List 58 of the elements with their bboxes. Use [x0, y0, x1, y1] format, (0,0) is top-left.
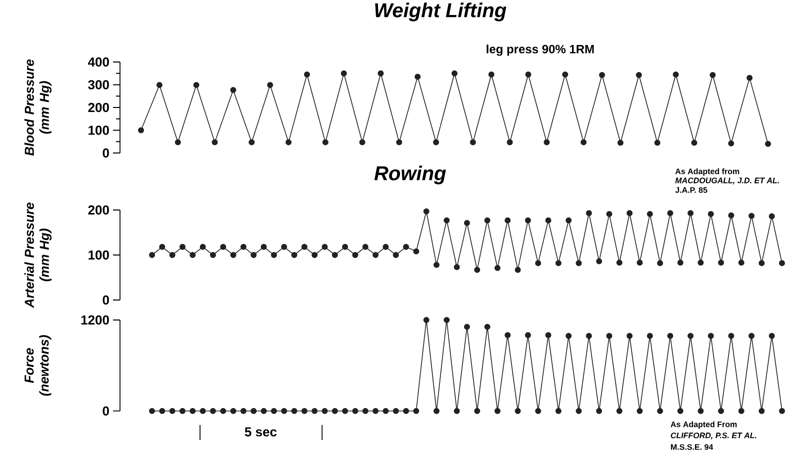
point: [267, 82, 274, 88]
point: [340, 70, 347, 76]
y-tick-label: 0: [102, 295, 109, 305]
y-tick-label: 100: [88, 126, 109, 135]
text: CLIFFORD, P.S. ET AL.: [670, 432, 756, 440]
point: [193, 82, 200, 88]
point: [433, 139, 440, 146]
point: [765, 140, 771, 147]
y-tick-label: 200: [88, 205, 109, 215]
point: [488, 72, 494, 78]
point: [174, 139, 181, 146]
text: 5 sec: [244, 427, 277, 436]
y-tick-label: 300: [88, 80, 109, 90]
y-axis-title: Force (newtons): [24, 335, 52, 396]
point: [396, 139, 402, 146]
y-tick-label: 0: [102, 406, 109, 416]
point: [322, 139, 328, 146]
text: As Adapted from: [675, 168, 740, 176]
text: leg press 90% 1RM: [486, 44, 594, 56]
point: [599, 72, 606, 78]
text: As Adapted From: [670, 421, 737, 429]
point: [562, 72, 568, 78]
point: [544, 139, 550, 146]
chart-title: Weight Lifting: [375, 2, 506, 22]
point: [414, 74, 421, 80]
point: [580, 139, 587, 146]
point: [138, 127, 144, 134]
text: M.S.S.E. 94: [671, 444, 714, 450]
point: [746, 74, 753, 81]
y-tick-label: 400: [88, 57, 109, 67]
y-tick-label: 200: [88, 102, 109, 112]
chart-title: Rowing: [374, 166, 446, 184]
point: [378, 70, 384, 76]
point: [212, 139, 218, 146]
point: [470, 139, 476, 146]
point: [672, 72, 679, 78]
y-axis-title: Arterial Pressure (mm Hg): [24, 202, 52, 308]
point: [636, 72, 642, 78]
point: [248, 139, 255, 146]
y-tick-label: 100: [88, 250, 109, 260]
point: [359, 139, 366, 146]
point: [654, 140, 660, 146]
text: J.A.P. 85: [675, 187, 708, 193]
point: [728, 140, 734, 146]
point: [304, 72, 310, 78]
point: [617, 140, 624, 146]
point: [525, 72, 532, 78]
point: [286, 139, 292, 146]
text: MACDOUGALL, J.D. ET AL.: [675, 178, 779, 184]
point: [230, 86, 236, 93]
point: [710, 72, 716, 78]
point: [452, 70, 458, 76]
y-tick-label: 1200: [81, 315, 109, 325]
point: [691, 140, 698, 146]
point: [156, 82, 162, 88]
y-axis-title: Blood Pressure (mm Hg): [24, 59, 52, 156]
y-tick-label: 0: [102, 148, 109, 158]
point: [506, 139, 513, 146]
